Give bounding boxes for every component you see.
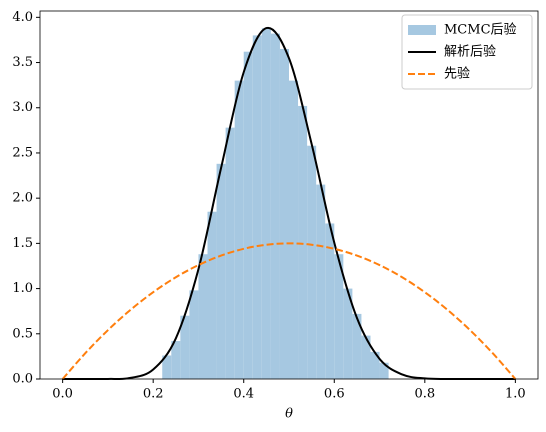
histogram-bar [243, 51, 253, 380]
x-axis-label: θ [285, 407, 293, 422]
histogram-bar [298, 105, 308, 380]
y-tick-label: 3.5 [12, 55, 33, 70]
histogram-bar [198, 254, 208, 379]
legend-label: 先验 [444, 66, 470, 82]
y-tick-label: 3.0 [12, 100, 33, 115]
x-tick-label: 0.2 [143, 387, 164, 402]
x-tick-label: 1.0 [505, 387, 526, 402]
histogram-bar [334, 254, 344, 379]
x-tick-label: 0.8 [414, 387, 435, 402]
histogram-bar [325, 223, 335, 379]
histogram-bar [361, 335, 371, 379]
histogram-bar [379, 362, 389, 379]
histogram-bar [352, 313, 362, 379]
histogram-bar [207, 211, 217, 379]
histogram-bar [171, 341, 181, 379]
histogram-bar [216, 163, 226, 379]
y-tick-label: 2.0 [12, 191, 33, 206]
histogram-bar [307, 145, 317, 379]
x-tick-label: 0.0 [52, 387, 73, 402]
axes-frame [39, 10, 539, 380]
histogram-bar [189, 290, 199, 379]
x-tick-label: 0.6 [324, 387, 345, 402]
y-tick-label: 0.5 [12, 326, 33, 341]
histogram-bar [234, 80, 244, 380]
histogram-bar [279, 48, 289, 379]
histogram-bar [370, 351, 380, 379]
x-tick-label: 0.4 [233, 387, 254, 402]
legend-label: 解析后验 [444, 44, 496, 60]
histogram-bar [162, 355, 172, 379]
y-tick-label: 1.0 [12, 281, 33, 296]
histogram-bar [289, 80, 299, 380]
histogram-bar [261, 28, 271, 380]
y-tick-label: 1.5 [12, 236, 33, 251]
line [61, 242, 517, 380]
legend-swatch [408, 25, 436, 35]
y-tick-label: 2.5 [12, 145, 33, 160]
histogram-bar [180, 315, 190, 379]
y-tick-label: 0.0 [12, 372, 33, 387]
y-tick-label: 4.0 [12, 10, 33, 25]
histogram-bar [252, 35, 262, 379]
legend-label: MCMC后验 [444, 22, 517, 38]
histogram-bar [270, 33, 280, 379]
histogram-bar [316, 184, 326, 379]
histogram-bar [343, 288, 353, 379]
